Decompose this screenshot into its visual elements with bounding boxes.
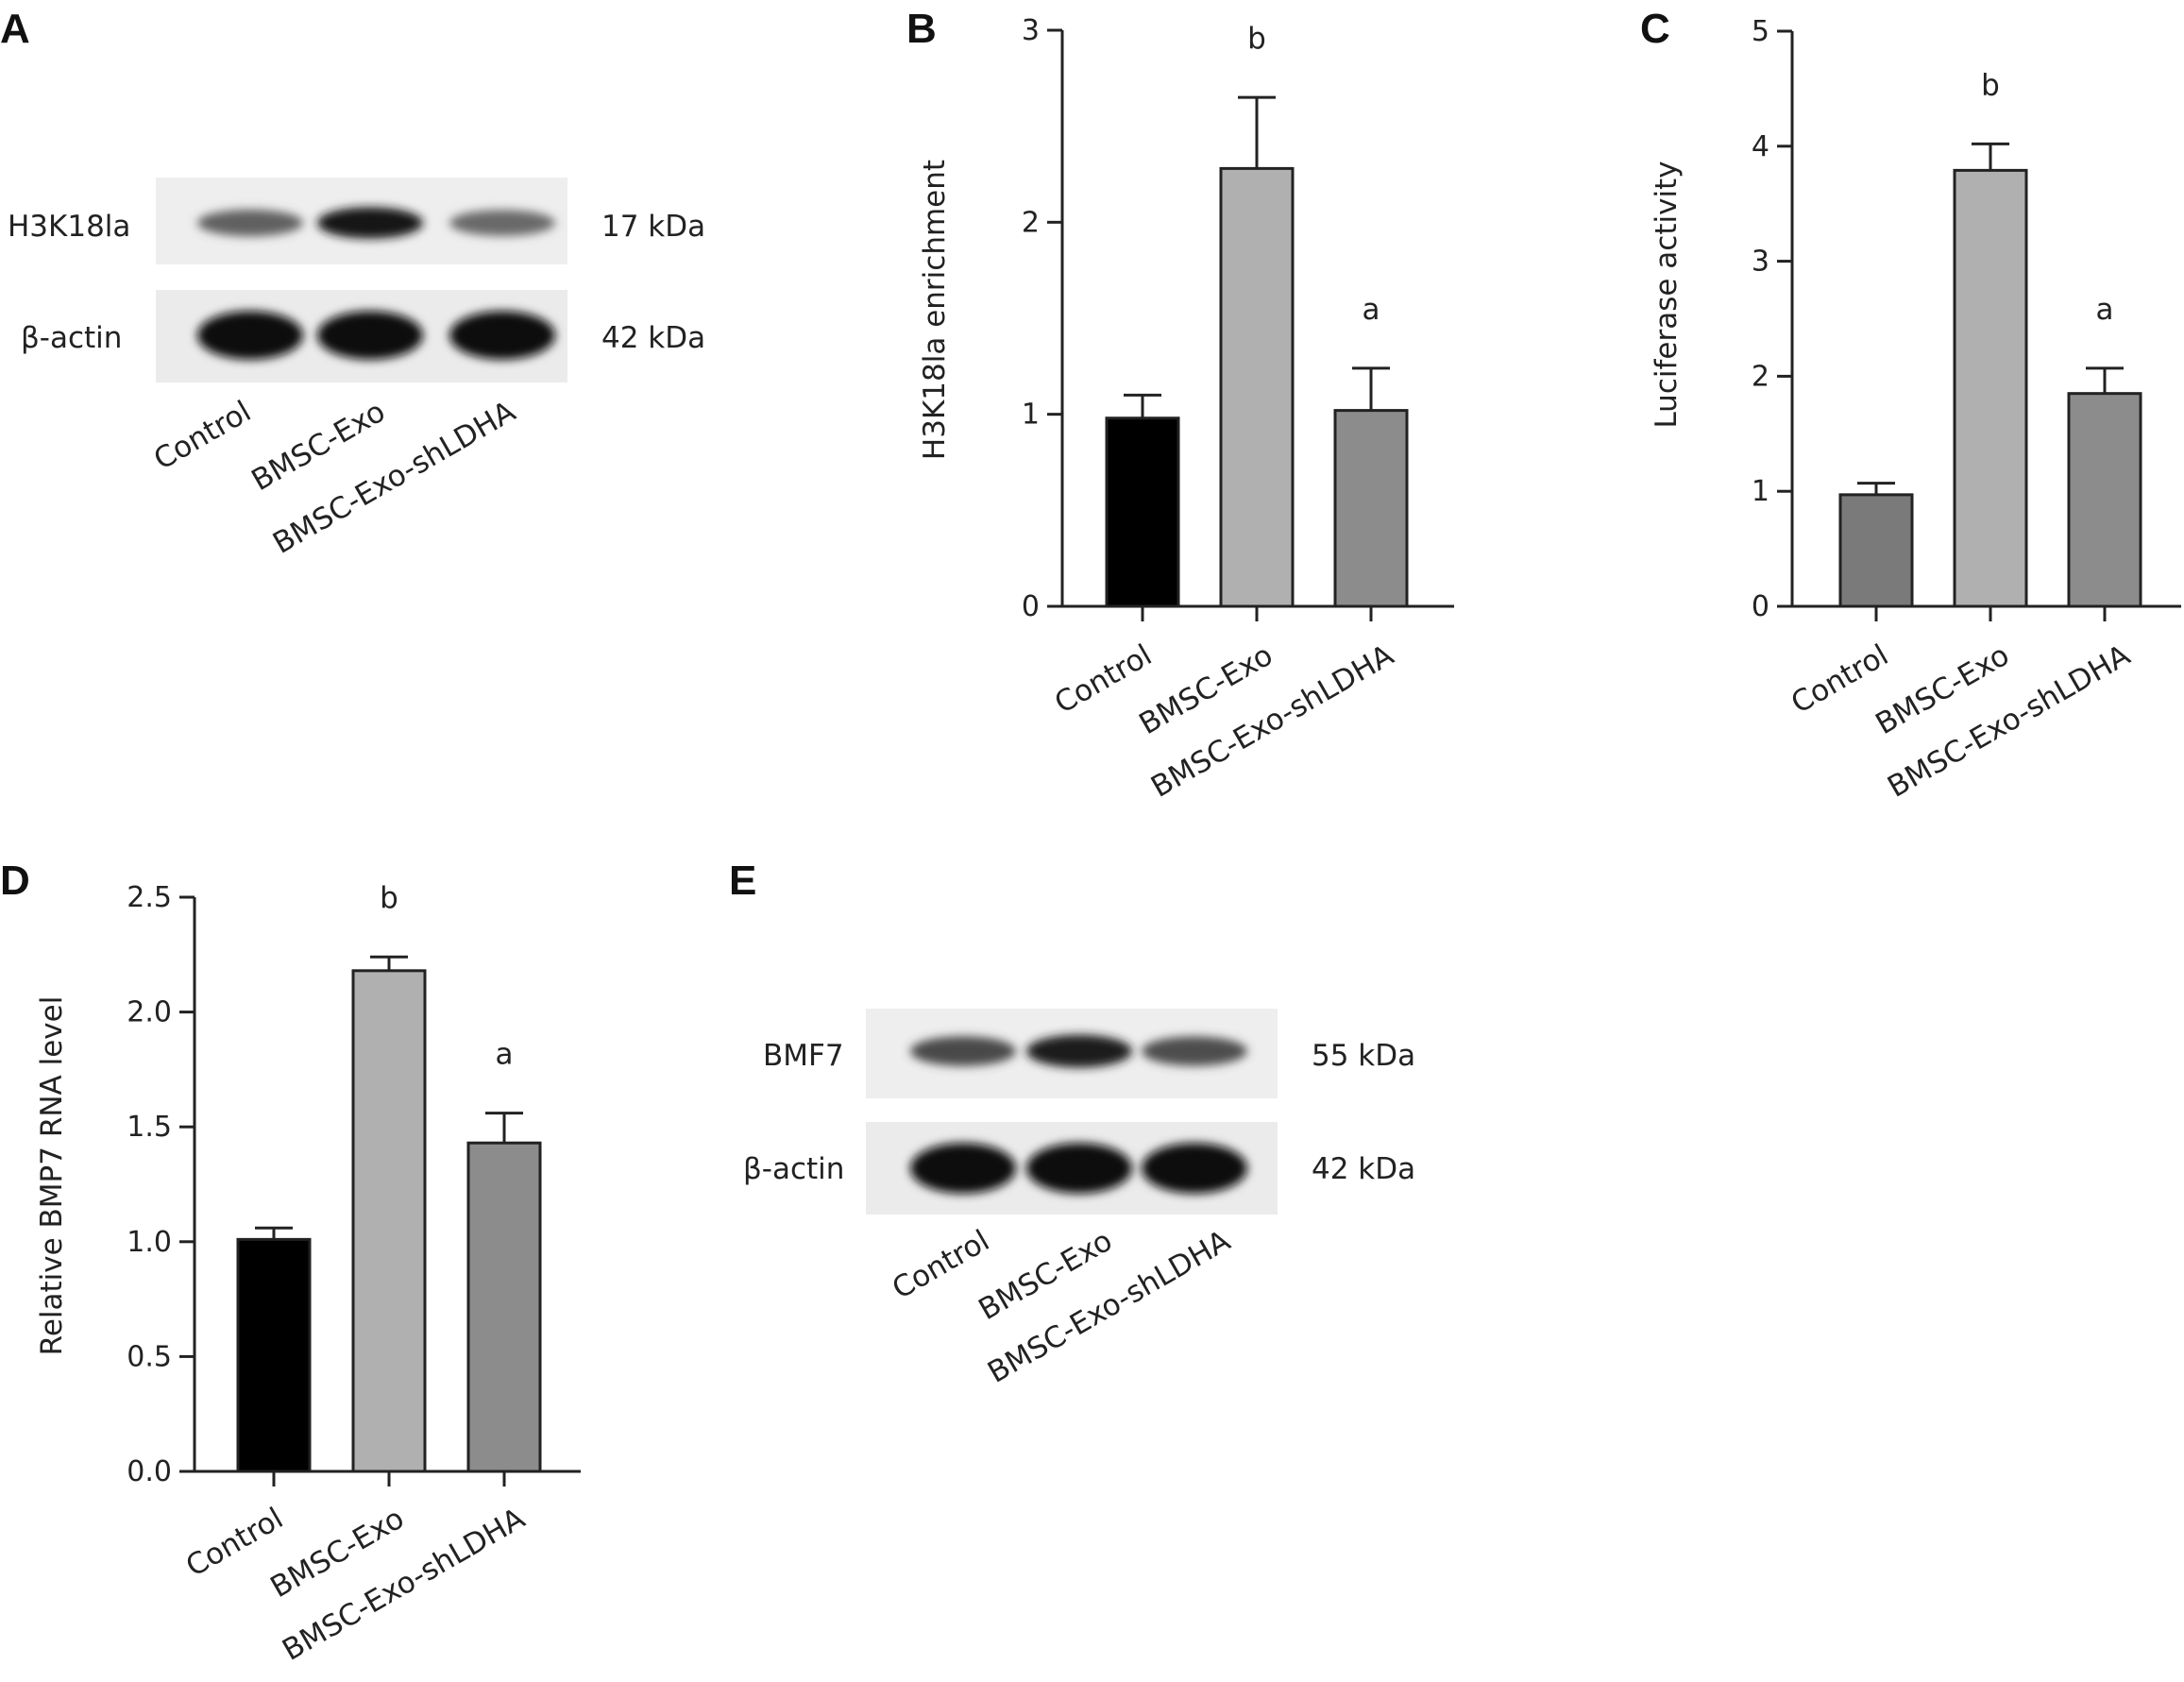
blot-band	[317, 311, 423, 360]
blot-band	[197, 311, 303, 360]
panel-letter-c: C	[1640, 6, 1670, 52]
y-tick-label: 5	[1752, 15, 1769, 48]
blot-a-bands	[197, 207, 555, 360]
blot-mw-label: 42 kDa	[1312, 1152, 1415, 1186]
blot-band	[1026, 1143, 1132, 1194]
blot-e-bands	[910, 1034, 1247, 1194]
blot-row-label: β-actin	[21, 321, 122, 355]
blot-mw-label: 42 kDa	[601, 321, 705, 355]
significance-label: a	[496, 1038, 514, 1072]
blot-band	[1142, 1036, 1247, 1066]
significance-label: b	[1981, 68, 2000, 102]
blot-mw-label: 17 kDa	[601, 210, 705, 244]
blot-band	[910, 1143, 1016, 1194]
blot-band	[910, 1036, 1016, 1066]
blot-row-label: BMF7	[763, 1039, 844, 1073]
blot-band	[1026, 1034, 1132, 1068]
y-tick-label: 0	[1752, 590, 1769, 623]
bar	[236, 1237, 312, 1473]
bar	[1953, 168, 2028, 608]
y-tick-label: 3	[1752, 246, 1769, 279]
blot-row-label: β-actin	[743, 1152, 844, 1186]
y-tick-label: 0.0	[127, 1455, 172, 1488]
blot-band	[317, 207, 423, 239]
chart-c: 0 1 2 3 4 5 b a	[1752, 15, 2181, 623]
blot-band	[1142, 1143, 1247, 1194]
lane-label: Control	[148, 395, 257, 477]
blot-row-label: H3K18la	[8, 210, 130, 244]
panel-letter-d: D	[0, 858, 30, 904]
panel-letter-a: A	[0, 6, 30, 52]
bar	[1105, 416, 1180, 608]
y-tick-label: 3	[1022, 14, 1040, 47]
chart-b: 0 1 2 3 b a	[1022, 14, 1454, 623]
panel-letter-e: E	[729, 858, 756, 904]
bar	[466, 1141, 542, 1473]
blot-band	[197, 209, 303, 237]
y-tick-label: 1.5	[127, 1111, 172, 1144]
y-tick-label: 1.0	[127, 1226, 172, 1259]
significance-label: b	[1247, 22, 1266, 56]
panel-e: E BMF7 β-actin 55 kDa 42 kDa Control BMS…	[729, 858, 1415, 1390]
y-tick-label: 2	[1752, 360, 1769, 393]
y-axis-title: H3K18la enrichment	[918, 160, 952, 460]
y-tick-label: 4	[1752, 130, 1769, 163]
bar	[2067, 392, 2142, 608]
panel-d: D 0.0 0.5 1.0 1.5 2.0 2.5 b a Relative BMP7 RNA…	[0, 858, 581, 1668]
blot-mw-label: 55 kDa	[1312, 1039, 1415, 1073]
significance-label: a	[2096, 293, 2114, 327]
y-tick-label: 2.5	[127, 881, 172, 914]
chart-d: 0.0 0.5 1.0 1.5 2.0 2.5 b a	[127, 881, 581, 1488]
y-axis-title: Luciferase activity	[1650, 161, 1684, 428]
bar	[1838, 493, 1914, 608]
y-tick-label: 2.0	[127, 996, 172, 1029]
y-axis-title: Relative BMP7 RNA level	[35, 996, 69, 1356]
y-tick-label: 0.5	[127, 1340, 172, 1373]
y-tick-label: 0	[1022, 590, 1040, 623]
y-tick-label: 1	[1022, 399, 1040, 432]
blot-band	[449, 210, 555, 236]
bar	[351, 969, 427, 1473]
y-tick-label: 2	[1022, 206, 1040, 239]
significance-label: b	[380, 881, 398, 915]
lane-label: BMSC-Exo-shLDHA	[267, 395, 521, 561]
bar	[1219, 166, 1295, 608]
bar	[1333, 409, 1409, 608]
significance-label: a	[1363, 293, 1380, 327]
y-tick-label: 1	[1752, 475, 1769, 508]
panel-a: A H3K18la β-actin 17 kDa 42 kDa Control …	[0, 6, 705, 561]
panel-letter-b: B	[906, 6, 937, 52]
blot-band	[449, 311, 555, 360]
